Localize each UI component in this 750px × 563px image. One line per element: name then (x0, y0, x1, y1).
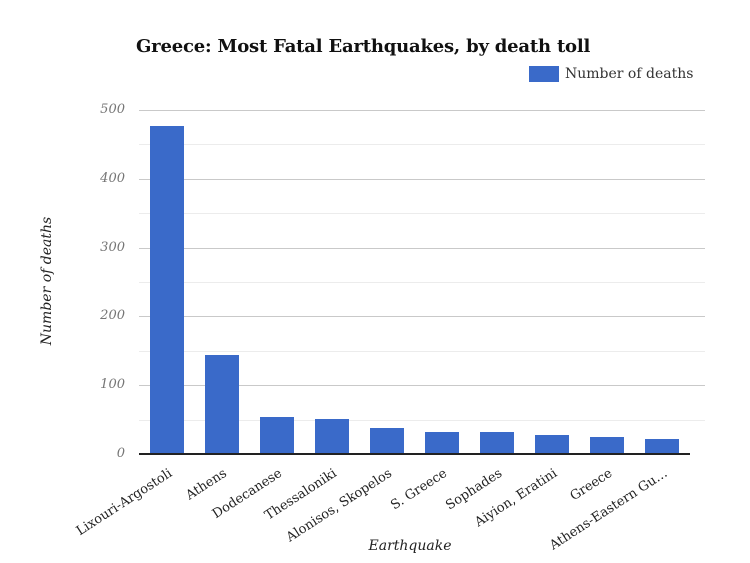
gridline-150 (139, 350, 705, 352)
bars (139, 110, 690, 454)
gridline-400 (139, 178, 705, 180)
bar[interactable] (480, 431, 515, 453)
gridline-250 (139, 282, 705, 283)
bar[interactable] (535, 435, 570, 453)
x-axis-label: Lixouri-Argostoli (73, 466, 175, 539)
legend: Number of deaths (529, 66, 693, 82)
gridline-300 (139, 247, 705, 249)
bar[interactable] (425, 431, 460, 453)
x-labels: Lixouri-Argostoli Athens Dodecanese Thessal… (74, 466, 690, 553)
gridline-450 (139, 144, 705, 146)
bar[interactable] (369, 427, 404, 453)
x-axis-title: Earthquake (368, 538, 452, 554)
x-axis-line (139, 453, 690, 455)
y-tick-label: 300 (100, 239, 125, 255)
gridline-200 (139, 316, 705, 318)
y-tick-labels: 0 100 200 300 400 500 (0, 102, 125, 461)
gridline-350 (139, 213, 705, 215)
legend-swatch-icon (529, 66, 559, 82)
legend-label: Number of deaths (565, 66, 694, 82)
bar[interactable] (204, 354, 239, 453)
y-tick-label: 0 (116, 446, 125, 461)
gridline-50 (139, 419, 705, 421)
chart-title: Greece: Most Fatal Earthquakes, by death… (136, 36, 591, 57)
x-axis-label: Athens (183, 466, 230, 504)
gridline-500 (139, 110, 705, 111)
y-tick-label: 500 (100, 102, 125, 117)
x-axis-label: S. Greece (388, 466, 451, 514)
y-tick-label: 100 (100, 377, 125, 393)
plot-area (139, 110, 705, 455)
y-tick-label: 400 (100, 170, 125, 186)
bar[interactable] (149, 125, 184, 453)
y-tick-label: 200 (100, 308, 125, 324)
bar[interactable] (314, 418, 349, 453)
bar[interactable] (259, 416, 294, 453)
x-axis-label: Greece (567, 466, 616, 505)
bar[interactable] (590, 436, 625, 453)
bar[interactable] (645, 439, 680, 453)
gridline-100 (139, 385, 705, 387)
